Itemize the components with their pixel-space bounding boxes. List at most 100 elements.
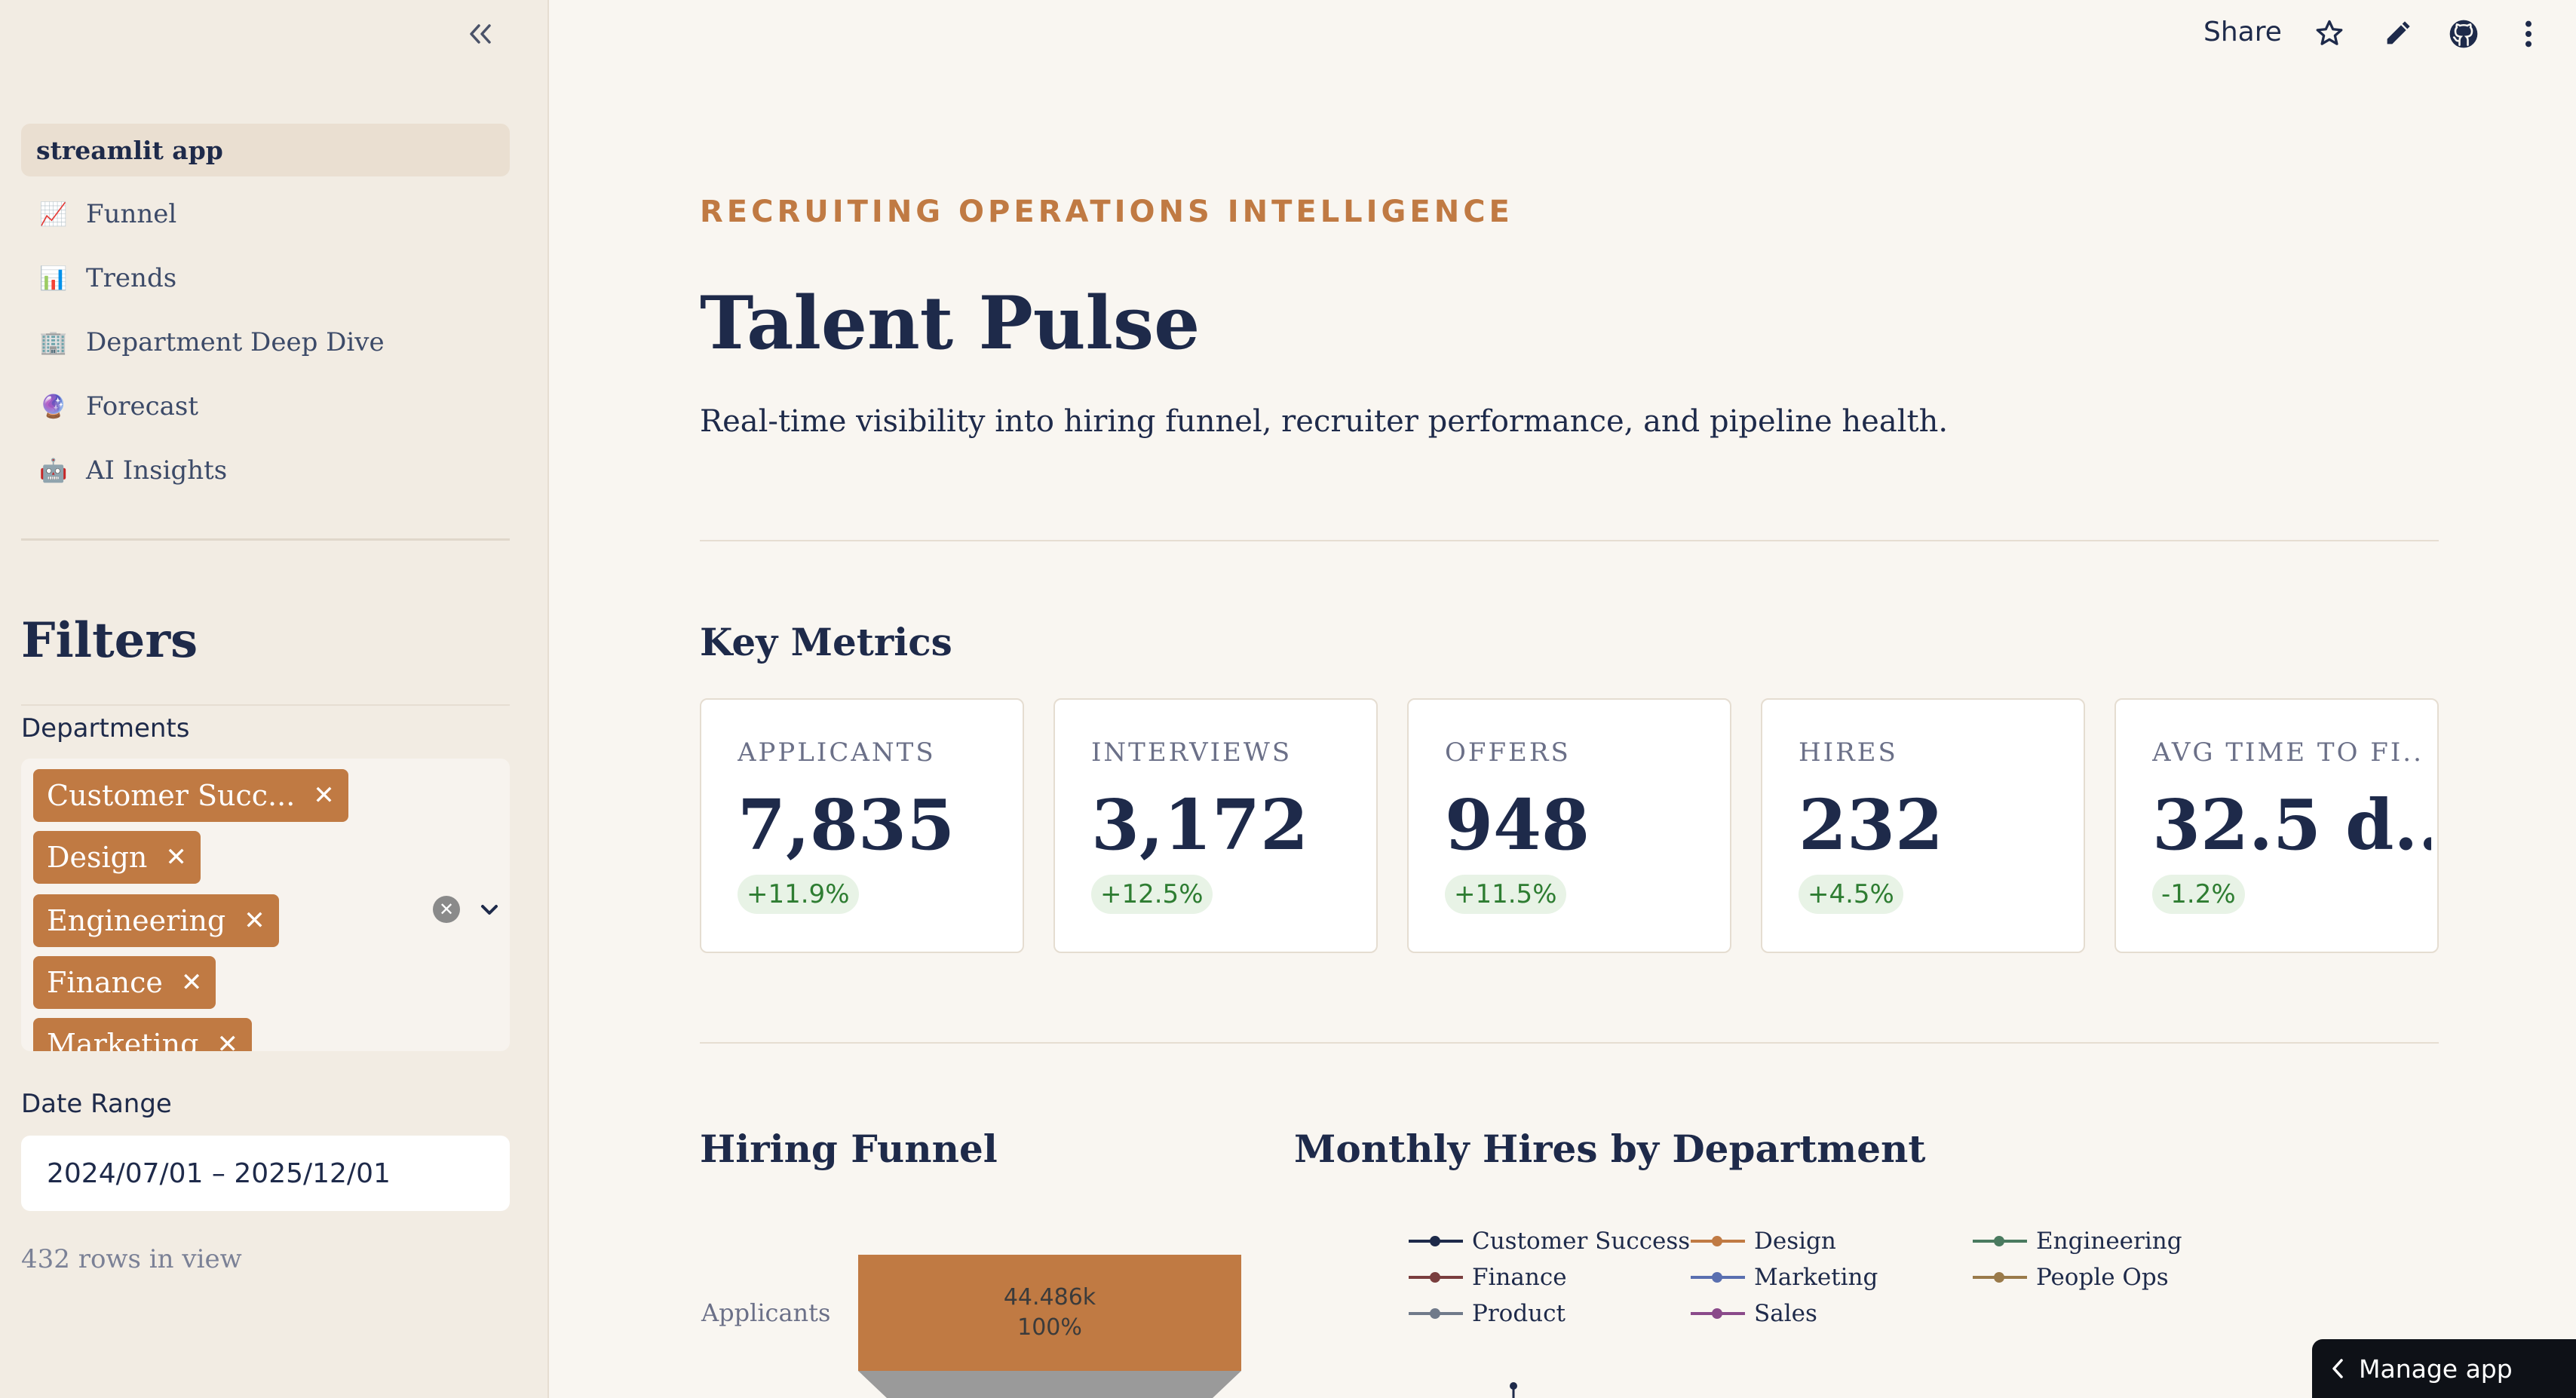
metric-value: 32.5 d...: [2152, 784, 2431, 866]
crystal-ball-icon: 🔮: [39, 393, 68, 420]
legend-swatch: [1689, 1306, 1746, 1321]
robot-icon: 🤖: [39, 457, 68, 484]
bar-chart-icon: 📊: [39, 265, 68, 292]
metric-value: 948: [1445, 784, 1590, 866]
department-tag-label: Design: [47, 841, 148, 874]
metric-label: HIRES: [1799, 737, 1898, 768]
metric-card-offers: OFFERS 948 +11.5%: [1407, 698, 1731, 953]
remove-tag-icon[interactable]: ✕: [244, 906, 265, 936]
manage-app-button[interactable]: Manage app: [2312, 1339, 2576, 1398]
legend-label: People Ops: [2036, 1264, 2169, 1291]
sidebar-item-forecast[interactable]: 🔮 Forecast: [21, 380, 510, 433]
sidebar-item-label: Trends: [86, 263, 177, 293]
metric-card-hires: HIRES 232 +4.5%: [1761, 698, 2085, 953]
share-button[interactable]: Share: [2203, 17, 2282, 48]
more-icon[interactable]: [2511, 17, 2546, 51]
sidebar-item-label: Department Deep Dive: [86, 327, 385, 357]
chevron-down-icon[interactable]: [477, 897, 502, 923]
sidebar-item-label: Forecast: [86, 391, 198, 422]
department-tag: Customer Succ... ✕: [33, 769, 348, 822]
remove-tag-icon[interactable]: ✕: [180, 967, 203, 998]
legend-swatch: [1971, 1270, 2029, 1285]
sidebar-item-funnel[interactable]: 📈 Funnel: [21, 188, 510, 241]
legend-item[interactable]: Marketing: [1689, 1264, 1878, 1291]
legend-item[interactable]: Customer Success: [1407, 1228, 1690, 1255]
chart-up-icon: 📈: [39, 201, 68, 228]
chevron-left-icon: [2332, 1359, 2343, 1378]
github-icon[interactable]: [2446, 17, 2481, 51]
sidebar-item-department-deep-dive[interactable]: 🏢 Department Deep Dive: [21, 316, 510, 369]
department-tag-label: Marketing: [47, 1028, 199, 1051]
department-tag: Design ✕: [33, 831, 201, 884]
legend-item[interactable]: Engineering: [1971, 1228, 2182, 1255]
sidebar: streamlit app 📈 Funnel 📊 Trends 🏢 Depart…: [0, 0, 549, 1398]
legend-label: Customer Success: [1472, 1228, 1691, 1255]
metric-delta: +11.5%: [1445, 875, 1566, 914]
metric-delta: +12.5%: [1091, 875, 1213, 914]
legend-item[interactable]: Design: [1689, 1228, 1836, 1255]
metric-card-applicants: APPLICANTS 7,835 +11.9%: [700, 698, 1024, 953]
date-range-input[interactable]: 2024/07/01 – 2025/12/01: [21, 1136, 510, 1211]
departments-label: Departments: [21, 713, 190, 743]
legend-label: Product: [1472, 1300, 1566, 1327]
legend-label: Marketing: [1754, 1264, 1878, 1291]
legend-swatch: [1971, 1234, 2029, 1249]
funnel-bar-percent: 100%: [1017, 1314, 1082, 1341]
hiring-funnel-heading: Hiring Funnel: [700, 1127, 998, 1171]
legend-swatch: [1407, 1270, 1464, 1285]
sidebar-item-label: Funnel: [86, 199, 177, 229]
metric-card-avg-time-to-fill: AVG TIME TO FI... 32.5 d... -1.2%: [2114, 698, 2439, 953]
legend-item[interactable]: Sales: [1689, 1300, 1817, 1327]
page-eyebrow: RECRUITING OPERATIONS INTELLIGENCE: [700, 195, 1513, 229]
metric-value: 232: [1799, 784, 1944, 866]
legend-swatch: [1407, 1306, 1464, 1321]
metric-label: OFFERS: [1445, 737, 1571, 768]
star-icon[interactable]: [2312, 17, 2347, 51]
clear-all-icon[interactable]: ✕: [433, 896, 460, 923]
metric-label: APPLICANTS: [738, 737, 936, 768]
department-tag: Finance ✕: [33, 956, 216, 1009]
department-tag: Marketing ✕: [33, 1018, 252, 1051]
funnel-stage-label: Applicants: [701, 1298, 831, 1327]
metric-label: INTERVIEWS: [1091, 737, 1293, 768]
manage-app-label: Manage app: [2359, 1354, 2513, 1384]
legend-swatch: [1689, 1234, 1746, 1249]
remove-tag-icon[interactable]: ✕: [216, 1029, 238, 1051]
departments-multiselect[interactable]: Customer Succ... ✕ Design ✕ Engineering …: [21, 759, 510, 1051]
legend-label: Sales: [1754, 1300, 1817, 1327]
filters-divider: [21, 704, 510, 706]
funnel-bar-applicants[interactable]: 44.486k 100%: [858, 1255, 1241, 1371]
edit-icon[interactable]: [2380, 17, 2415, 51]
sidebar-divider: [21, 538, 510, 541]
department-tag-label: Customer Succ...: [47, 779, 296, 812]
department-tag-label: Engineering: [47, 904, 226, 937]
monthly-hires-heading: Monthly Hires by Department: [1294, 1127, 1926, 1171]
department-tag-label: Finance: [47, 966, 163, 999]
section-divider: [700, 1042, 2439, 1044]
legend-label: Engineering: [2036, 1228, 2182, 1255]
date-range-label: Date Range: [21, 1089, 172, 1119]
remove-tag-icon[interactable]: ✕: [313, 780, 335, 811]
rows-info: 432 rows in view: [21, 1244, 242, 1274]
legend-swatch: [1407, 1234, 1464, 1249]
metric-value: 7,835: [738, 784, 955, 866]
metric-delta: -1.2%: [2152, 875, 2245, 914]
page-subtitle: Real-time visibility into hiring funnel,…: [700, 404, 1949, 439]
page-title: Talent Pulse: [700, 281, 1201, 366]
metric-delta: +11.9%: [738, 875, 859, 914]
legend-item[interactable]: Finance: [1407, 1264, 1567, 1291]
collapse-sidebar-icon[interactable]: [462, 15, 499, 53]
legend-item[interactable]: Product: [1407, 1300, 1566, 1327]
metric-card-interviews: INTERVIEWS 3,172 +12.5%: [1053, 698, 1378, 953]
department-tag: Engineering ✕: [33, 894, 279, 947]
section-divider: [700, 540, 2439, 541]
sidebar-item-ai-insights[interactable]: 🤖 AI Insights: [21, 444, 510, 497]
nav-header[interactable]: streamlit app: [21, 124, 510, 176]
sidebar-item-trends[interactable]: 📊 Trends: [21, 252, 510, 305]
remove-tag-icon[interactable]: ✕: [165, 842, 187, 872]
legend-item[interactable]: People Ops: [1971, 1264, 2169, 1291]
filters-heading: Filters: [21, 612, 198, 669]
office-building-icon: 🏢: [39, 329, 68, 356]
legend-swatch: [1689, 1270, 1746, 1285]
metric-label: AVG TIME TO FI...: [2152, 737, 2424, 768]
